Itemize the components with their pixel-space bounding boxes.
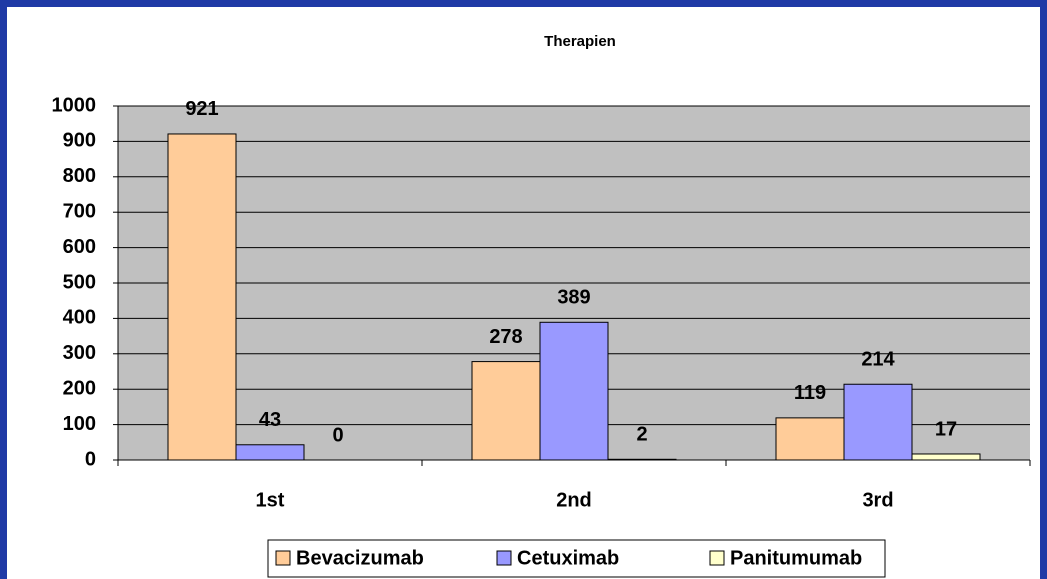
data-label: 0 <box>332 424 343 446</box>
y-tick-label: 1000 <box>52 94 97 116</box>
data-label: 2 <box>636 424 647 446</box>
y-tick-label: 0 <box>85 448 96 470</box>
x-tick-label: 1st <box>256 489 285 511</box>
data-label: 278 <box>489 326 522 348</box>
y-tick-label: 500 <box>63 271 96 293</box>
bar <box>539 321 609 461</box>
data-label: 921 <box>185 98 218 120</box>
y-tick-label: 600 <box>63 236 96 258</box>
data-label: 43 <box>259 409 281 431</box>
legend-swatch <box>496 550 512 566</box>
legend-swatch <box>709 550 725 566</box>
x-tick-label: 2nd <box>556 489 592 511</box>
bar <box>607 458 677 461</box>
y-tick-label: 700 <box>63 200 96 222</box>
bar <box>775 417 845 461</box>
legend-label: Panitumumab <box>730 547 862 569</box>
bar <box>167 133 237 461</box>
y-tick-label: 100 <box>63 413 96 435</box>
legend-label: Cetuximab <box>517 547 619 569</box>
data-label: 119 <box>794 382 826 404</box>
chart-title: Therapien <box>544 33 616 50</box>
x-tick-label: 3rd <box>862 489 893 511</box>
data-label: 214 <box>861 349 895 371</box>
bar <box>843 383 913 461</box>
legend <box>267 539 886 578</box>
bar <box>235 444 305 461</box>
legend-label: Bevacizumab <box>296 547 424 569</box>
bar <box>911 453 981 461</box>
data-label: 17 <box>935 418 957 440</box>
y-tick-label: 900 <box>63 130 96 152</box>
bar <box>471 361 541 461</box>
y-tick-label: 800 <box>63 165 96 187</box>
y-tick-label: 300 <box>63 342 96 364</box>
legend-swatch <box>275 550 291 566</box>
data-label: 389 <box>557 287 590 309</box>
y-tick-label: 200 <box>63 377 96 399</box>
y-tick-label: 400 <box>63 307 96 329</box>
